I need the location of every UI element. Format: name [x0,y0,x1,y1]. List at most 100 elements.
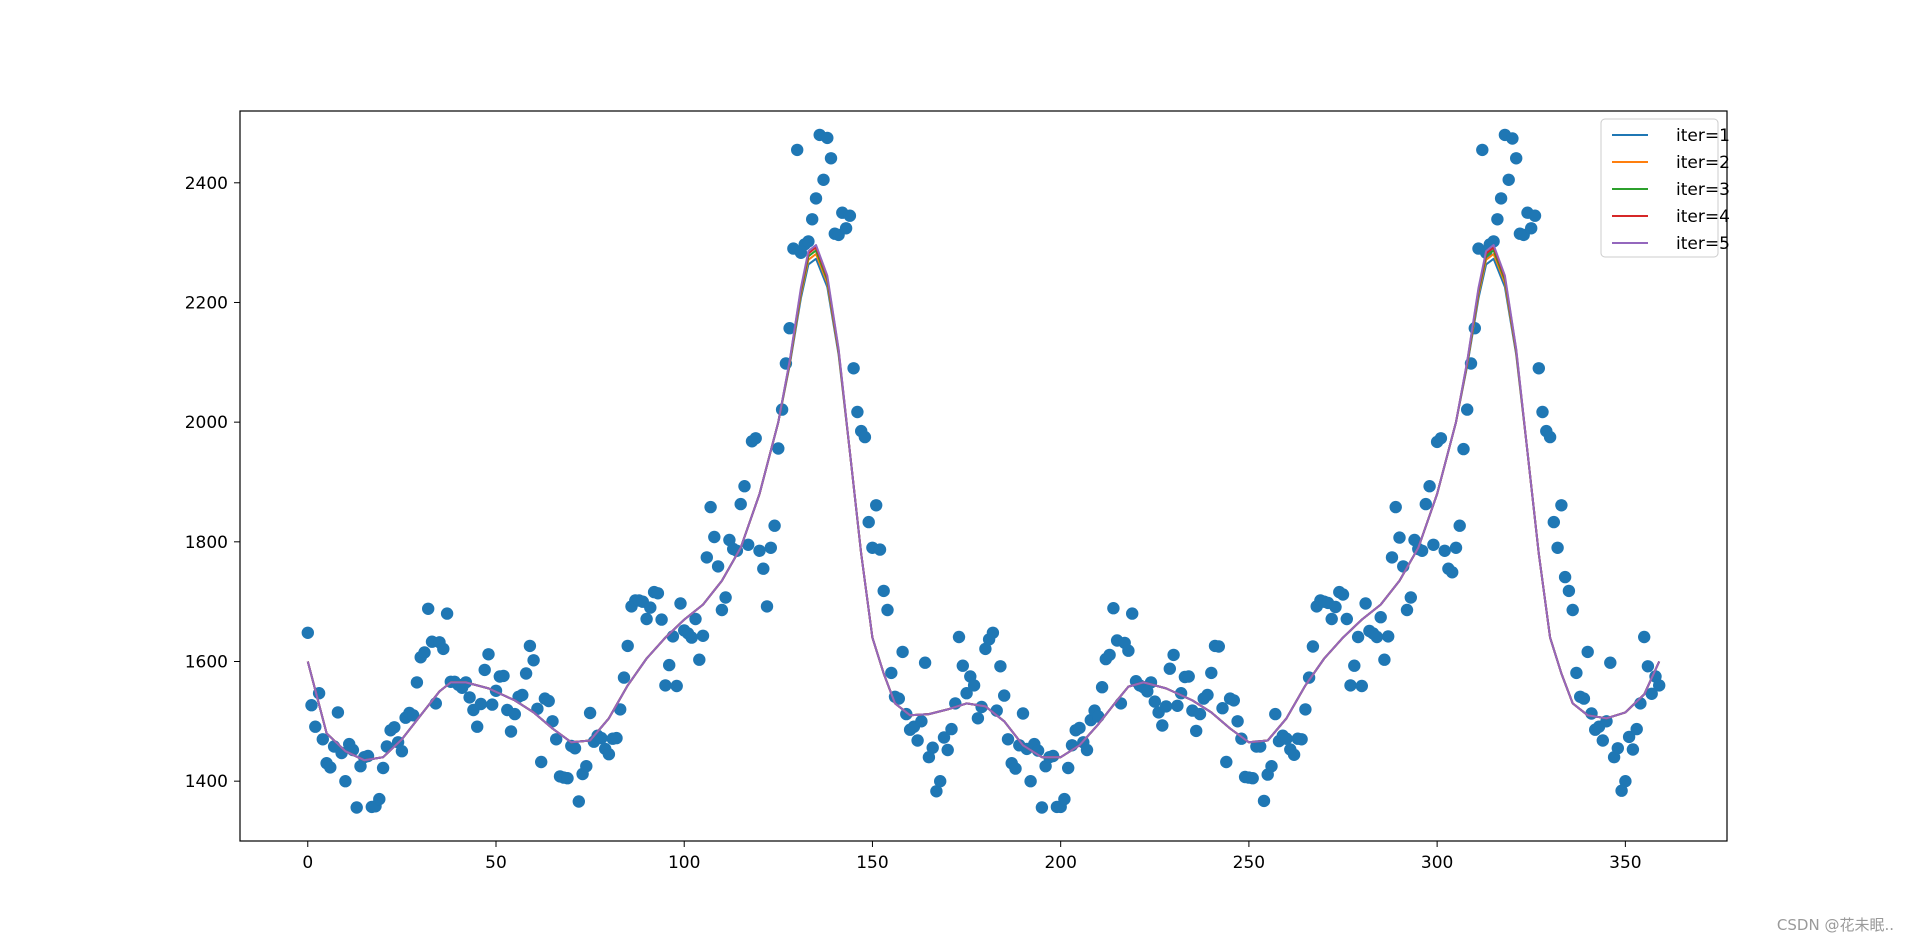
scatter-point [1171,699,1184,712]
scatter-point [817,173,830,186]
scatter-point [873,543,887,556]
x-tick-label: 150 [856,853,888,873]
scatter-point [1438,544,1451,557]
scatter-point [1220,755,1233,769]
scatter-point [1095,681,1109,694]
scatter-point [324,761,337,774]
scatter-point [407,709,420,722]
scatter-point [843,209,857,222]
x-tick-label: 100 [668,853,700,873]
scatter-point [1348,659,1361,672]
scatter-point [1344,679,1357,692]
scatter-point [440,607,454,620]
x-tick-label: 50 [485,853,507,873]
scatter-point [1287,748,1301,761]
y-tick-label: 2400 [185,174,228,194]
scatter-point [1024,775,1037,788]
legend-items: iter=1 iter=2 iter=3 iter=4 iter=5 [1612,126,1730,254]
legend-label: iter=2 [1676,153,1730,173]
scatter-point [1107,602,1120,615]
scatter-point [580,760,593,773]
scatter-point [1216,702,1229,715]
scatter-point [670,679,683,693]
y-tick-label: 2000 [185,413,228,433]
scatter-point [689,612,702,626]
scatter-point [986,626,1000,639]
scatter-point [1306,640,1320,653]
scatter-point [1382,630,1395,643]
scatter-point [1400,603,1414,617]
scatter-point [1370,630,1384,644]
scatter-point [519,667,533,680]
scatter-point [1193,707,1207,721]
scatter-point [1641,660,1655,673]
scatter-point [926,741,939,754]
scatter-point [1566,603,1579,617]
scatter-point [824,152,838,165]
scatter-point [621,639,634,653]
scatter-point [1626,743,1640,756]
scatter-point [1009,762,1022,775]
scatter-point [1265,760,1278,773]
scatter-point [523,639,537,653]
scatter-point [640,612,653,626]
scatter-point [1622,730,1636,744]
scatter-point [806,213,819,226]
scatter-point [892,692,905,705]
scatter-point [1046,749,1060,763]
scatter-point [753,544,766,557]
scatter-point [960,687,973,700]
scatter-point [1340,612,1354,626]
scatter-point [595,731,608,745]
legend-label: iter=4 [1676,207,1730,227]
scatter-point [474,697,488,711]
scatter-point [655,613,668,626]
scatter-point [1182,670,1195,683]
scatter-point [1555,499,1568,512]
scatter-point [301,626,314,639]
scatter-point [1449,541,1463,554]
scatter-point [783,322,796,335]
scatter-point [1491,213,1504,226]
scatter-point [508,707,521,721]
scatter-point [1570,666,1583,680]
scatter-point [685,631,698,644]
scatter-point [1604,656,1617,669]
scatter-point [463,691,476,704]
scatter-point [1423,480,1436,493]
scatter-point [429,697,442,710]
scatter-point [1058,792,1071,806]
scatter-point [1510,152,1523,165]
scatter-point [1016,707,1030,720]
scatter-point [704,500,717,514]
x-tick-label: 300 [1421,853,1453,873]
scatter-point [967,679,981,692]
x-tick-label: 250 [1233,853,1265,873]
scatter-point [775,403,789,416]
scatter-point [542,694,555,708]
scatter-point [610,731,623,745]
scatter-point [896,645,909,659]
scatter-point [1254,740,1267,753]
scatter-point [1103,648,1116,662]
scatter-point [437,642,450,656]
scatter-point [305,699,318,712]
scatter-point [839,222,853,235]
scatter-point [550,733,563,746]
scatter-point [881,603,894,617]
scatter-point [1295,733,1308,746]
y-tick-label: 1800 [185,533,228,553]
lines-layer [306,244,1661,762]
scatter-point [1585,707,1598,720]
scatter-point [1419,497,1433,511]
scatter-point [1404,591,1418,604]
scatter-point [1562,584,1576,598]
scatter-point [809,192,823,205]
scatter-point [1163,662,1177,675]
scatter-point [971,712,985,725]
y-tick-label: 2200 [185,293,228,313]
scatter-point [1393,531,1406,544]
scatter-point [1126,607,1139,620]
scatter-point [994,660,1007,673]
